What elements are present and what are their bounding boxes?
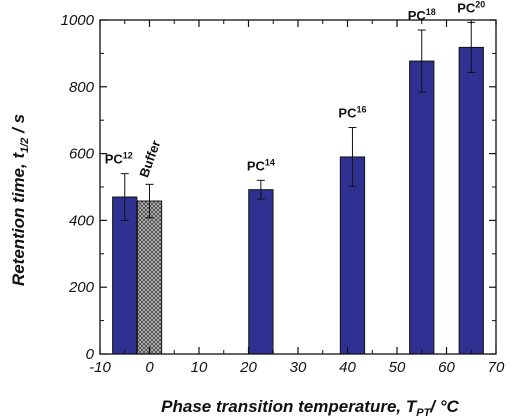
bar-label-2: PC14 — [247, 157, 275, 173]
x-tick-label-1: 0 — [145, 359, 154, 376]
y-tick-label-1: 200 — [68, 279, 95, 296]
x-tick-label-7: 60 — [438, 359, 455, 376]
y-axis-label: Retention time, t1/2 / s — [9, 114, 31, 286]
y-tick-label-4: 800 — [69, 79, 95, 96]
y-tick-label-5: 1000 — [61, 12, 95, 29]
x-tick-label-5: 40 — [339, 359, 356, 376]
x-tick-label-4: 30 — [290, 359, 307, 376]
x-tick-label-2: 10 — [191, 359, 208, 376]
y-tick-label-2: 400 — [69, 212, 95, 229]
bar-label-5: PC20 — [457, 0, 485, 15]
x-tick-label-6: 50 — [389, 359, 406, 376]
bar-label-3: PC16 — [338, 105, 366, 121]
bar-4 — [409, 60, 435, 355]
bar-2 — [248, 189, 274, 355]
bar-label-0: PC12 — [105, 151, 133, 167]
x-tick-label-0: -10 — [89, 359, 111, 376]
bar-label-4: PC18 — [408, 7, 436, 23]
x-tick-label-3: 20 — [239, 359, 257, 376]
x-tick-label-8: 70 — [488, 359, 505, 376]
bar-1 — [136, 200, 163, 355]
bar-0 — [112, 196, 138, 355]
y-tick-label-3: 600 — [69, 146, 95, 163]
bar-5 — [458, 46, 484, 355]
x-axis-label: Phase transition temperature, TPT/ °C — [161, 397, 459, 419]
bar-label-1: Buffer — [136, 138, 163, 179]
y-tick-label-0: 0 — [86, 346, 95, 363]
